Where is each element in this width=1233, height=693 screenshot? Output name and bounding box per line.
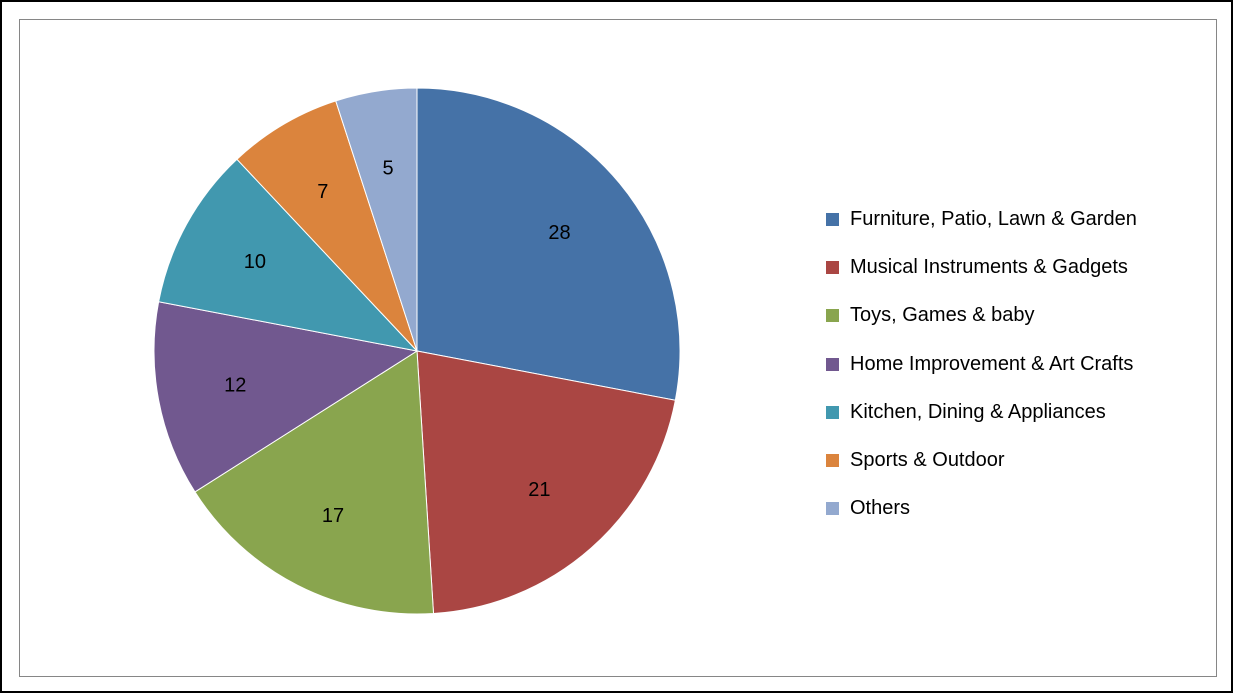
pie-slice-sports-outdoor [236, 100, 418, 352]
legend-swatch-sports-outdoor [826, 454, 839, 468]
legend-item-kitchen-dining-appliances: Kitchen, Dining & Appliances [826, 388, 1137, 436]
legend-swatch-musical-instruments-gadgets [826, 260, 839, 274]
legend-label-toys-games-baby: Toys, Games & baby [850, 304, 1035, 327]
data-label-sports-outdoor: 7 [317, 181, 328, 203]
legend-label-musical-instruments-gadgets: Musical Instruments & Gadgets [850, 255, 1128, 278]
pie-chart: 28 21 17 12 10 7 5 [153, 87, 681, 615]
pie-slice-home-improvement-art-crafts [153, 301, 419, 493]
legend-label-furniture-patio-lawn-garden: Furniture, Patio, Lawn & Garden [850, 207, 1137, 230]
legend-item-toys-games-baby: Toys, Games & baby [826, 292, 1137, 340]
legend-label-kitchen-dining-appliances: Kitchen, Dining & Appliances [850, 400, 1106, 423]
data-label-others: 5 [382, 157, 393, 179]
legend-label-sports-outdoor: Sports & Outdoor [850, 449, 1005, 472]
legend-item-sports-outdoor: Sports & Outdoor [826, 436, 1137, 484]
chart-area: 28 21 17 12 10 7 5 Furniture, Patio, Lawn & Ga… [19, 19, 1217, 677]
pie-slice-kitchen-dining-appliances [158, 158, 419, 352]
legend-item-home-improvement-art-crafts: Home Improvement & Art Crafts [826, 340, 1137, 388]
pie-slice-toys-games-baby [194, 350, 435, 615]
legend-swatch-others [826, 502, 839, 516]
data-label-kitchen-dining-appliances: 10 [244, 251, 266, 273]
data-label-furniture-patio-lawn-garden: 28 [548, 222, 570, 244]
data-label-toys-games-baby: 17 [322, 505, 344, 527]
legend-label-others: Others [850, 497, 911, 520]
data-label-home-improvement-art-crafts: 12 [224, 375, 246, 397]
pie-slice-musical-instruments-gadgets [416, 350, 676, 615]
data-label-musical-instruments-gadgets: 21 [528, 479, 550, 501]
legend-item-furniture-patio-lawn-garden: Furniture, Patio, Lawn & Garden [826, 195, 1137, 243]
legend-item-musical-instruments-gadgets: Musical Instruments & Gadgets [826, 243, 1137, 291]
legend-item-others: Others [826, 485, 1137, 533]
legend-swatch-home-improvement-art-crafts [826, 357, 839, 371]
pie-slice-others [335, 87, 418, 352]
legend-label-home-improvement-art-crafts: Home Improvement & Art Crafts [850, 352, 1134, 375]
legend-swatch-kitchen-dining-appliances [826, 405, 839, 419]
chart-legend: Furniture, Patio, Lawn & Garden Musical I… [826, 195, 1137, 533]
legend-swatch-furniture-patio-lawn-garden [826, 212, 839, 226]
legend-swatch-toys-games-baby [826, 309, 839, 323]
pie-slice-furniture-patio-lawn-garden [416, 87, 681, 401]
